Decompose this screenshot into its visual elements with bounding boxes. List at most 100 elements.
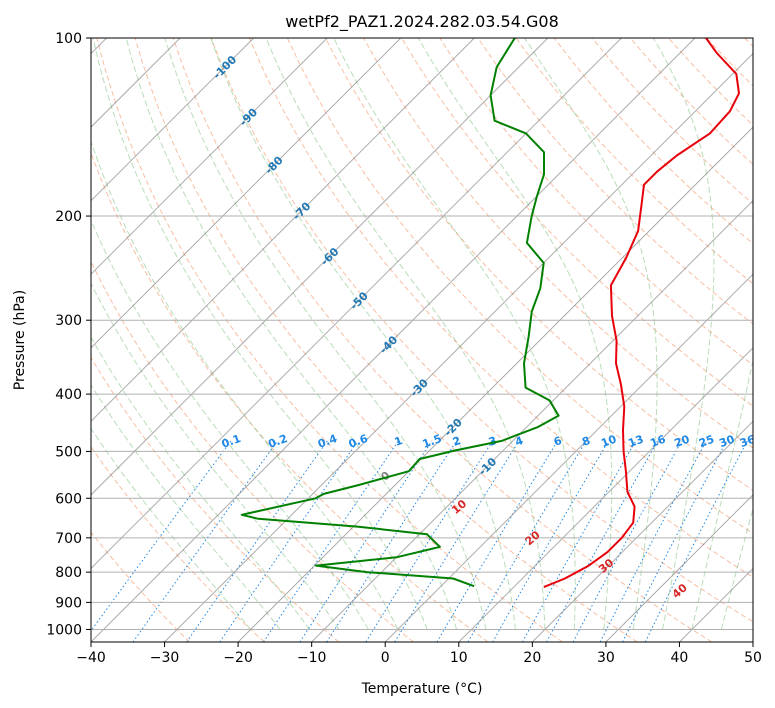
x-axis-label: Temperature (°C) xyxy=(361,681,483,697)
isotherm-line xyxy=(237,126,753,642)
y-tick-label: 200 xyxy=(55,209,82,225)
mixing-ratio-label: 1 xyxy=(393,434,405,449)
isotherm-line xyxy=(605,494,753,642)
mixing-ratio-line xyxy=(599,440,707,642)
y-tick-label: 800 xyxy=(55,565,82,581)
moist-adiabat-label: 40 xyxy=(670,581,690,601)
mixing-ratio-label: 20 xyxy=(673,433,692,451)
mixing-ratio-line xyxy=(467,440,587,642)
mixing-ratio-label: 0.1 xyxy=(220,432,243,451)
dry-adiabat-line xyxy=(325,38,753,491)
x-tick-label: −10 xyxy=(297,650,327,666)
temperature-line xyxy=(543,38,740,589)
dry-adiabat-line xyxy=(91,531,191,642)
moist-adiabat-line xyxy=(417,38,613,630)
isotherm-line xyxy=(91,38,475,423)
moist-adiabat-line xyxy=(91,139,399,630)
moist-adiabat-line xyxy=(92,38,428,630)
mixing-ratio-label: 0.6 xyxy=(347,432,370,451)
mixing-ratio-line xyxy=(644,440,748,642)
y-tick-label: 100 xyxy=(55,31,82,47)
mixing-ratio-label: 8 xyxy=(580,434,592,449)
moist-adiabat-line xyxy=(91,427,251,630)
moist-adiabat-line xyxy=(524,38,658,630)
dry-adiabat-line xyxy=(515,38,753,285)
isotherm-line xyxy=(679,567,753,642)
mixing-ratio-line xyxy=(365,440,494,642)
dry-adiabat-line xyxy=(134,38,638,642)
moist-adiabat-line xyxy=(720,506,753,630)
isotherm-line xyxy=(164,52,753,642)
isotherm-line xyxy=(91,38,696,642)
mixing-ratio-line xyxy=(326,440,458,642)
x-tick-label: −40 xyxy=(76,650,106,666)
moist-adiabat-line xyxy=(91,383,281,630)
mixing-ratio-label: 1.5 xyxy=(421,432,444,451)
x-tick-label: 20 xyxy=(523,650,541,666)
mixing-ratio-line xyxy=(492,440,610,642)
moist-adiabat-line xyxy=(125,38,458,630)
mixing-ratio-line xyxy=(622,440,728,642)
mixing-ratio-label: 30 xyxy=(717,433,736,451)
x-tick-label: 30 xyxy=(597,650,615,666)
moist-adiabat-line xyxy=(91,218,369,630)
mixing-ratio-line xyxy=(394,440,520,642)
dry-adiabat-line xyxy=(744,38,753,48)
y-tick-label: 1000 xyxy=(46,622,82,638)
x-axis-ticks: −40 −30 −20 −10 0 10 20 30 40 50 xyxy=(76,642,762,666)
y-tick-label: 400 xyxy=(55,387,82,403)
moist-adiabat-label: 20 xyxy=(523,528,543,548)
isotherm-line xyxy=(91,38,402,349)
isotherm-line xyxy=(752,641,753,642)
mixing-ratio-label: 36 xyxy=(738,433,757,451)
dry-adiabat-line xyxy=(477,38,753,325)
x-tick-label: −20 xyxy=(223,650,253,666)
line-labels: -100-90-80-70-60-50-40-30-20-100.1 0.2 0.4… xyxy=(211,53,757,601)
y-tick-label: 700 xyxy=(55,531,82,547)
dry-adiabat-line xyxy=(91,151,489,642)
x-tick-label: 0 xyxy=(381,650,390,666)
mixing-ratio-line xyxy=(436,440,559,642)
moist-adiabat-line xyxy=(691,358,753,630)
y-axis-ticks: 100 200 300 400 500 600 700 800 900 1000 xyxy=(46,31,91,638)
mixing-ratio-label: 3 xyxy=(487,434,499,449)
y-tick-label: 300 xyxy=(55,313,82,329)
chart-title: wetPf2_PAZ1.2024.282.03.54.G08 xyxy=(285,12,559,32)
isotherm-label: -80 xyxy=(262,154,285,177)
dry-adiabat-line xyxy=(91,356,340,642)
moist-adiabat-line xyxy=(164,38,487,630)
mixing-ratio-label: 6 xyxy=(552,434,564,449)
isotherm-line xyxy=(91,38,255,202)
isotherm-line xyxy=(91,38,622,570)
plot-frame xyxy=(90,37,754,643)
isotherm-line xyxy=(531,420,753,642)
mixing-ratio-line xyxy=(263,440,399,642)
isotherm-line xyxy=(384,273,753,642)
dry-adiabat-line xyxy=(96,38,563,642)
mixing-ratio-label: 4 xyxy=(513,434,525,449)
pressure-gridlines xyxy=(91,38,753,630)
dry-adiabat-line xyxy=(172,38,713,642)
y-tick-label: 500 xyxy=(55,444,82,460)
dewpoint-line xyxy=(240,38,560,588)
moist-adiabat-line xyxy=(265,38,546,630)
moist-adiabat-line xyxy=(210,38,516,630)
x-tick-label: 50 xyxy=(744,650,762,666)
dry-adiabat-line xyxy=(668,38,753,126)
mixing-ratio-label: 0.4 xyxy=(316,432,339,451)
mixing-ratio-line xyxy=(91,440,232,632)
mixing-ratio-label: 25 xyxy=(697,433,716,450)
isotherm-line xyxy=(91,38,328,275)
moist-adiabat-label: 10 xyxy=(449,497,469,517)
mixing-ratio-line xyxy=(299,440,433,642)
dry-adiabat-line xyxy=(248,38,753,578)
mixing-ratio-line xyxy=(546,440,659,642)
dry-adiabat-line xyxy=(401,38,753,407)
isotherm-line xyxy=(458,347,753,642)
isotherm-line xyxy=(91,38,549,496)
mixing-ratio-label: 10 xyxy=(599,433,618,451)
x-tick-label: 10 xyxy=(450,650,468,666)
mixing-ratio-line xyxy=(522,440,637,642)
mixing-ratio-line xyxy=(219,440,359,642)
mixing-ratio-line xyxy=(572,440,683,642)
